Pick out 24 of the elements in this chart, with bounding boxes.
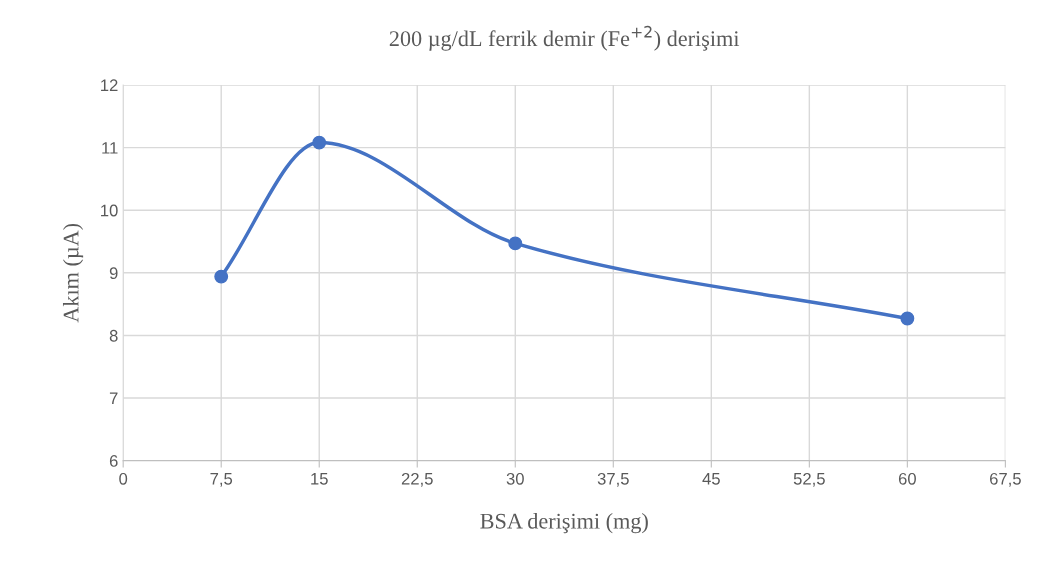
y-axis-title: Akım (µA) <box>62 223 84 323</box>
point <box>508 236 523 251</box>
chart-title: 200 µg/dL ferrik demir (Fe$^{+2}$) derişimi <box>389 25 740 51</box>
point <box>312 135 327 150</box>
y-tick-label: 6 <box>109 455 118 467</box>
x-tick-label: 60 <box>898 472 916 485</box>
x-tick-label: 15 <box>311 473 328 485</box>
x-tick-label: 30 <box>506 472 524 485</box>
x-tick-label: 22,5 <box>401 472 433 487</box>
y-tick-label: 11 <box>102 142 118 154</box>
x-tick-label: 0 <box>119 472 128 485</box>
point <box>900 311 915 326</box>
y-tick-label: 9 <box>109 267 118 280</box>
x-tick-label: 67,5 <box>990 472 1021 487</box>
x-tick-label: 7,5 <box>210 473 233 487</box>
y-tick-label: 12 <box>101 79 118 92</box>
y-tick-label: 7 <box>109 392 118 405</box>
y-tick-label: 8 <box>109 329 118 342</box>
x-tick-label: 37,5 <box>597 472 629 487</box>
x-axis-title: BSA derişimi (mg) <box>480 513 648 534</box>
point <box>214 269 229 284</box>
y-tick-label: 10 <box>101 204 118 217</box>
x-tick-label: 52,5 <box>793 472 825 487</box>
x-tick-label: 45 <box>702 473 720 485</box>
